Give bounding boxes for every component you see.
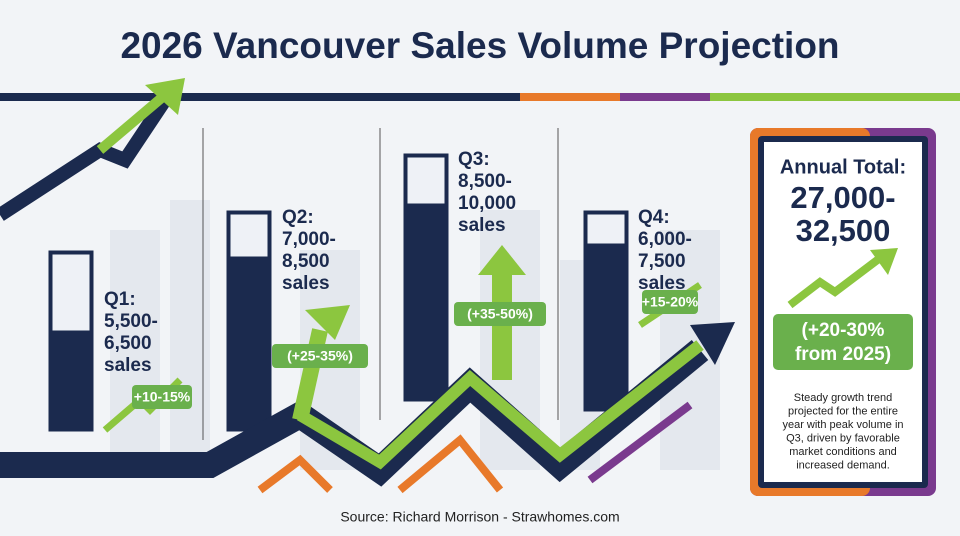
dividers xyxy=(202,128,559,440)
quarter-label: sales xyxy=(104,355,152,376)
annual-badge xyxy=(773,314,913,370)
arrow-head xyxy=(145,78,185,115)
arrow xyxy=(787,254,883,309)
quarter-label: Q3: xyxy=(458,149,490,170)
growth-badge xyxy=(272,344,368,368)
quarter-label: 5,500- xyxy=(104,311,158,332)
wave xyxy=(296,340,704,470)
annual-description: increased demand. xyxy=(796,459,890,471)
stripe xyxy=(0,93,520,101)
stripe xyxy=(710,93,960,101)
stripe xyxy=(520,93,620,101)
growth-badge xyxy=(454,302,546,326)
quarter-label: Q1: xyxy=(104,289,136,310)
annual-description: year with peak volume in xyxy=(782,419,903,431)
accent xyxy=(257,434,504,494)
annual-growth: from 2025) xyxy=(795,344,891,365)
stripe xyxy=(620,93,710,101)
quarter-label: 8,500- xyxy=(458,171,512,192)
growth-badge xyxy=(132,385,192,409)
annual-description: Steady growth trend xyxy=(794,392,892,404)
quarter-label: Q4: xyxy=(638,207,670,228)
bars xyxy=(48,153,629,432)
arrow xyxy=(0,96,171,221)
quarter-label: 7,000- xyxy=(282,229,336,250)
annual-description: projected for the entire xyxy=(788,405,898,417)
title: 2026 Vancouver Sales Volume Projection xyxy=(120,25,839,66)
quarter-label: sales xyxy=(638,273,686,294)
annual-range: 27,000- xyxy=(790,180,895,215)
arrow-head xyxy=(478,245,526,275)
quarter-label: Q2: xyxy=(282,207,314,228)
wave xyxy=(0,339,709,487)
annual-heading: Annual Total: xyxy=(780,156,906,178)
annual-panel xyxy=(764,142,922,482)
annual-description: Q3, driven by favorable xyxy=(786,432,900,444)
growth-label: +10-15% xyxy=(134,389,191,405)
annual-description: market conditions and xyxy=(789,446,897,458)
growth-label: (+25-35%) xyxy=(287,348,353,364)
arrow-head xyxy=(870,248,898,275)
arrow xyxy=(96,91,169,154)
quarter-label: 6,000- xyxy=(638,229,692,250)
growth-label: (+35-50%) xyxy=(467,306,533,322)
quarter-label: sales xyxy=(282,273,330,294)
source: Source: Richard Morrison - Strawhomes.co… xyxy=(340,509,619,525)
quarter-label: 10,000 xyxy=(458,193,516,214)
quarter-label: 7,500 xyxy=(638,251,686,272)
arrow-head xyxy=(690,322,735,365)
quarter-label: sales xyxy=(458,215,506,236)
growth-label: +15-20% xyxy=(642,294,699,310)
quarter-label: 8,500 xyxy=(282,251,330,272)
quarter-label: 6,500 xyxy=(104,333,152,354)
annual-range: 32,500 xyxy=(796,213,891,248)
arrow-head xyxy=(305,305,350,340)
annual-growth: (+20-30% xyxy=(802,320,885,341)
growth-badge xyxy=(642,290,698,314)
accent xyxy=(587,401,693,484)
